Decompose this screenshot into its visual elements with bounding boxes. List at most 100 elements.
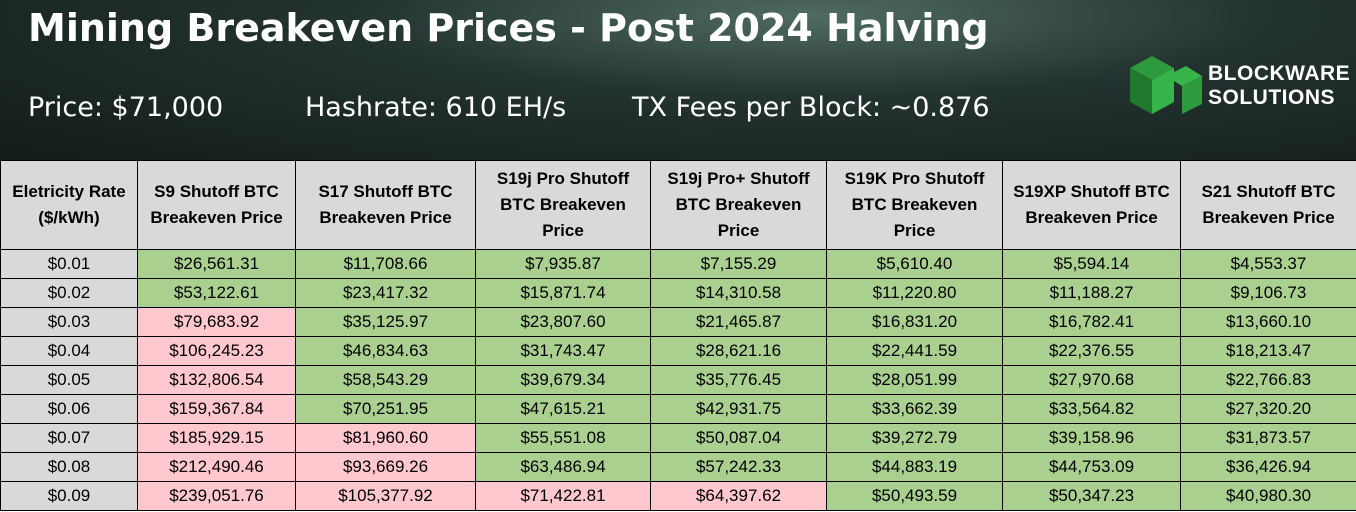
price-cell: $16,831.20 xyxy=(826,307,1003,337)
table-row: $0.09 $239,051.76 $105,377.92 $71,422.81 $64… xyxy=(0,481,1356,511)
price-cell: $58,543.29 xyxy=(295,365,476,395)
price-cell: $16,782.41 xyxy=(1002,307,1181,337)
price-cell: $46,834.63 xyxy=(295,336,476,366)
column-header: S21 Shutoff BTC Breakeven Price xyxy=(1180,160,1356,250)
price-cell: $44,883.19 xyxy=(826,452,1003,482)
column-header: Eletricity Rate ($/kWh) xyxy=(0,160,138,250)
price-cell: $50,347.23 xyxy=(1002,481,1181,511)
price-cell: $11,220.80 xyxy=(826,278,1003,308)
price-cell: $39,158.96 xyxy=(1002,423,1181,453)
price-cell: $21,465.87 xyxy=(650,307,827,337)
price-cell: $79,683.92 xyxy=(137,307,296,337)
column-header: S17 Shutoff BTC Breakeven Price xyxy=(295,160,476,250)
logo-icon xyxy=(1130,56,1202,114)
table-row: $0.08 $212,490.46 $93,669.26 $63,486.94 $57,… xyxy=(0,452,1356,482)
price-cell: $15,871.74 xyxy=(475,278,651,308)
price-cell: $81,960.60 xyxy=(295,423,476,453)
price-cell: $31,743.47 xyxy=(475,336,651,366)
price-cell: $33,564.82 xyxy=(1002,394,1181,424)
breakeven-table: Eletricity Rate ($/kWh) S9 Shutoff BTC Br… xyxy=(0,160,1356,511)
table-row: $0.04 $106,245.23 $46,834.63 $31,743.47 $28,… xyxy=(0,336,1356,366)
price-cell: $7,935.87 xyxy=(475,249,651,279)
price-cell: $57,242.33 xyxy=(650,452,827,482)
price-cell: $71,422.81 xyxy=(475,481,651,511)
table-row: $0.01 $26,561.31 $11,708.66 $7,935.87 $7,155… xyxy=(0,249,1356,279)
table-row: $0.06 $159,367.84 $70,251.95 $47,615.21 $42,… xyxy=(0,394,1356,424)
logo: BLOCKWARE SOLUTIONS xyxy=(1126,54,1350,120)
rate-cell: $0.07 xyxy=(0,423,138,453)
stat: TX Fees per Block: ~0.876 xyxy=(632,92,990,123)
logo-text: BLOCKWARE xyxy=(1208,62,1351,85)
price-cell: $63,486.94 xyxy=(475,452,651,482)
price-cell: $26,561.31 xyxy=(137,249,296,279)
header: Mining Breakeven Prices - Post 2024 Halv… xyxy=(0,0,1356,160)
price-cell: $70,251.95 xyxy=(295,394,476,424)
price-cell: $27,970.68 xyxy=(1002,365,1181,395)
price-cell: $13,660.10 xyxy=(1180,307,1356,337)
price-cell: $23,807.60 xyxy=(475,307,651,337)
price-cell: $7,155.29 xyxy=(650,249,827,279)
price-cell: $22,441.59 xyxy=(826,336,1003,366)
price-cell: $132,806.54 xyxy=(137,365,296,395)
title: Mining Breakeven Prices - Post 2024 Halv… xyxy=(28,6,989,50)
column-header: S19j Pro Shutoff BTC Breakeven Price xyxy=(475,160,651,250)
price-cell: $5,610.40 xyxy=(826,249,1003,279)
price-cell: $212,490.46 xyxy=(137,452,296,482)
rate-cell: $0.01 xyxy=(0,249,138,279)
stat: Hashrate: 610 EH/s xyxy=(305,92,567,123)
rate-cell: $0.03 xyxy=(0,307,138,337)
rate-cell: $0.09 xyxy=(0,481,138,511)
price-cell: $39,272.79 xyxy=(826,423,1003,453)
stat: Price: $71,000 xyxy=(28,92,224,123)
column-header: S19K Pro Shutoff BTC Breakeven Price xyxy=(826,160,1003,250)
price-cell: $22,376.55 xyxy=(1002,336,1181,366)
price-cell: $11,188.27 xyxy=(1002,278,1181,308)
rate-cell: $0.02 xyxy=(0,278,138,308)
price-cell: $106,245.23 xyxy=(137,336,296,366)
price-cell: $22,766.83 xyxy=(1180,365,1356,395)
price-cell: $42,931.75 xyxy=(650,394,827,424)
price-cell: $105,377.92 xyxy=(295,481,476,511)
price-cell: $35,125.97 xyxy=(295,307,476,337)
table-row: $0.07 $185,929.15 $81,960.60 $55,551.08 $50,… xyxy=(0,423,1356,453)
price-cell: $9,106.73 xyxy=(1180,278,1356,308)
price-cell: $53,122.61 xyxy=(137,278,296,308)
price-cell: $239,051.76 xyxy=(137,481,296,511)
price-cell: $18,213.47 xyxy=(1180,336,1356,366)
price-cell: $28,051.99 xyxy=(826,365,1003,395)
price-cell: $28,621.16 xyxy=(650,336,827,366)
column-header: S19XP Shutoff BTC Breakeven Price xyxy=(1002,160,1181,250)
price-cell: $44,753.09 xyxy=(1002,452,1181,482)
table-row: $0.03 $79,683.92 $35,125.97 $23,807.60 $21,4… xyxy=(0,307,1356,337)
price-cell: $55,551.08 xyxy=(475,423,651,453)
rate-cell: $0.08 xyxy=(0,452,138,482)
table-row: $0.02 $53,122.61 $23,417.32 $15,871.74 $14,3… xyxy=(0,278,1356,308)
column-header: S9 Shutoff BTC Breakeven Price xyxy=(137,160,296,250)
price-cell: $40,980.30 xyxy=(1180,481,1356,511)
header-row: Eletricity Rate ($/kWh) S9 Shutoff BTC Br… xyxy=(0,160,1356,250)
table-body: $0.01 $26,561.31 $11,708.66 $7,935.87 $7,155… xyxy=(0,249,1356,511)
price-cell: $4,553.37 xyxy=(1180,249,1356,279)
logo-text: SOLUTIONS xyxy=(1208,86,1336,109)
price-cell: $36,426.94 xyxy=(1180,452,1356,482)
price-cell: $159,367.84 xyxy=(137,394,296,424)
rate-cell: $0.05 xyxy=(0,365,138,395)
price-cell: $5,594.14 xyxy=(1002,249,1181,279)
price-cell: $39,679.34 xyxy=(475,365,651,395)
price-cell: $93,669.26 xyxy=(295,452,476,482)
price-cell: $31,873.57 xyxy=(1180,423,1356,453)
price-cell: $14,310.58 xyxy=(650,278,827,308)
price-cell: $47,615.21 xyxy=(475,394,651,424)
price-cell: $23,417.32 xyxy=(295,278,476,308)
price-cell: $35,776.45 xyxy=(650,365,827,395)
column-header: S19j Pro+ Shutoff BTC Breakeven Price xyxy=(650,160,827,250)
price-cell: $27,320.20 xyxy=(1180,394,1356,424)
table-row: $0.05 $132,806.54 $58,543.29 $39,679.34 $35,… xyxy=(0,365,1356,395)
price-cell: $33,662.39 xyxy=(826,394,1003,424)
rate-cell: $0.04 xyxy=(0,336,138,366)
price-cell: $64,397.62 xyxy=(650,481,827,511)
rate-cell: $0.06 xyxy=(0,394,138,424)
price-cell: $11,708.66 xyxy=(295,249,476,279)
price-cell: $50,087.04 xyxy=(650,423,827,453)
